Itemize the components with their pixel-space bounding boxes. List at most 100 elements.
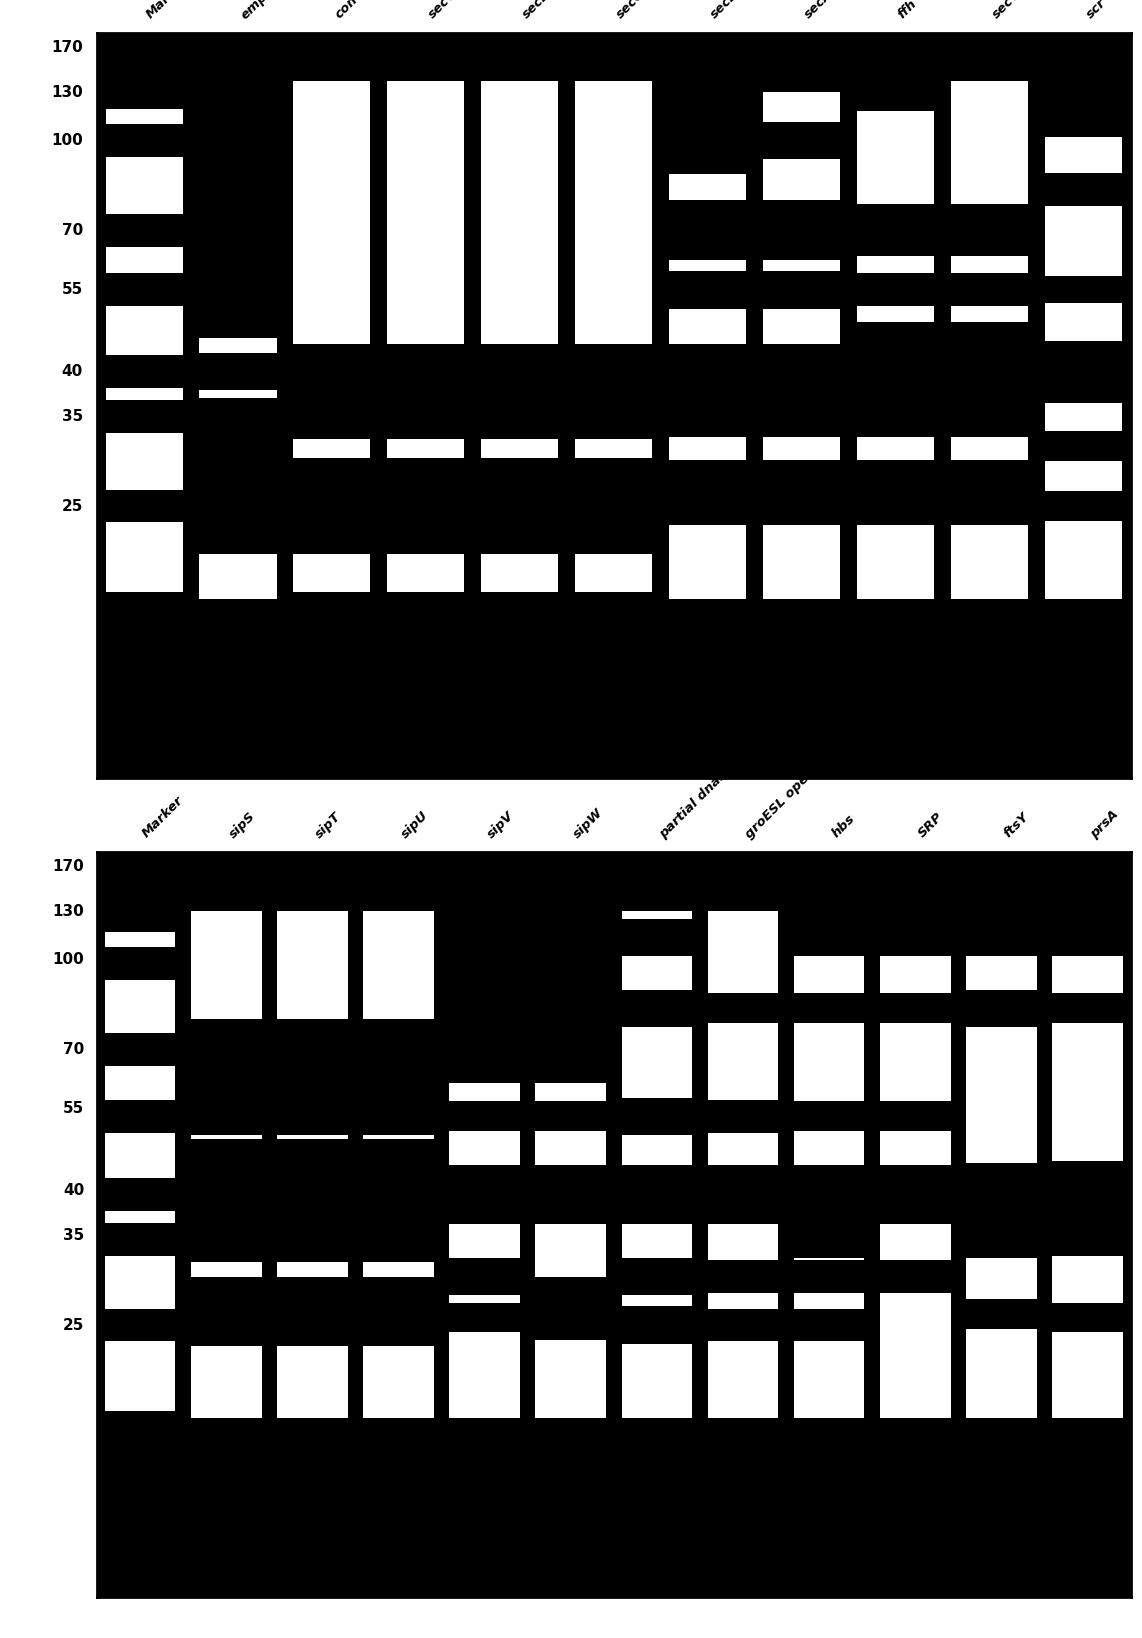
Bar — [200, 383, 276, 600]
Bar — [481, 518, 558, 554]
Text: 130: 130 — [51, 85, 83, 100]
Bar — [278, 1138, 347, 1176]
Text: secY: secY — [426, 0, 459, 21]
Bar — [363, 1097, 434, 1135]
Bar — [669, 396, 747, 437]
Bar — [621, 1097, 692, 1135]
Text: control: control — [332, 0, 378, 21]
Bar — [708, 993, 779, 1024]
Text: 35: 35 — [62, 410, 83, 424]
Bar — [191, 1163, 262, 1225]
Bar — [536, 1276, 606, 1314]
Bar — [387, 518, 465, 554]
Bar — [200, 488, 276, 524]
Text: Marker: Marker — [140, 794, 186, 840]
Text: 170: 170 — [51, 41, 83, 56]
Bar — [1052, 1224, 1123, 1256]
Bar — [1045, 431, 1123, 462]
Bar — [278, 1163, 347, 1225]
Bar — [449, 1101, 520, 1132]
Bar — [951, 344, 1028, 400]
Text: sipS: sipS — [226, 809, 258, 840]
Bar — [387, 457, 465, 495]
Bar — [536, 1165, 606, 1225]
Bar — [708, 911, 779, 1419]
Bar — [449, 1083, 520, 1419]
Bar — [293, 485, 370, 527]
Bar — [951, 396, 1028, 437]
Bar — [858, 488, 934, 524]
Bar — [1045, 174, 1123, 206]
Bar — [278, 911, 347, 1419]
Text: secA: secA — [802, 0, 836, 21]
Bar — [363, 1065, 434, 1101]
Text: 25: 25 — [63, 1317, 85, 1333]
Bar — [1045, 491, 1123, 521]
Bar — [191, 911, 262, 1419]
Bar — [105, 31, 183, 64]
Bar — [191, 1019, 262, 1079]
Bar — [387, 344, 465, 400]
Bar — [278, 1065, 347, 1101]
Bar — [576, 518, 652, 554]
Text: 100: 100 — [53, 952, 85, 968]
Bar — [951, 48, 1028, 600]
Bar — [105, 899, 176, 932]
Bar — [794, 1220, 864, 1258]
Bar — [363, 911, 434, 1419]
Text: sipW: sipW — [571, 806, 605, 840]
Bar — [105, 75, 183, 108]
Bar — [858, 344, 934, 400]
Text: ftsY: ftsY — [1002, 811, 1031, 840]
Text: secE: secE — [520, 0, 553, 21]
Bar — [278, 1276, 347, 1314]
Bar — [363, 1304, 434, 1346]
Bar — [858, 396, 934, 437]
Bar — [858, 205, 934, 256]
Bar — [576, 457, 652, 495]
Bar — [1052, 957, 1123, 1419]
Bar — [481, 33, 558, 591]
Bar — [387, 395, 465, 439]
Bar — [763, 92, 841, 600]
Text: partial dnaK: partial dnaK — [657, 767, 731, 840]
Bar — [621, 919, 692, 957]
Text: secDF: secDF — [708, 0, 749, 21]
Bar — [708, 1165, 779, 1225]
Bar — [880, 993, 950, 1024]
Bar — [621, 1165, 692, 1225]
Bar — [951, 274, 1028, 306]
Text: secG: secG — [614, 0, 649, 21]
Bar — [1045, 138, 1123, 600]
Bar — [858, 74, 934, 111]
Bar — [576, 33, 652, 591]
Bar — [951, 460, 1028, 493]
Bar — [669, 460, 747, 493]
Text: Marker: Marker — [144, 0, 191, 21]
Bar — [1045, 341, 1123, 403]
Text: 25: 25 — [62, 498, 83, 514]
Bar — [966, 1220, 1037, 1258]
Bar — [621, 989, 692, 1027]
Bar — [669, 344, 747, 400]
Bar — [576, 485, 652, 527]
Bar — [481, 344, 558, 400]
Bar — [293, 344, 370, 400]
Bar — [293, 33, 370, 591]
Bar — [105, 1224, 176, 1256]
Bar — [794, 993, 864, 1024]
Bar — [481, 457, 558, 495]
Bar — [200, 398, 276, 436]
Bar — [858, 460, 934, 493]
Bar — [536, 1310, 606, 1340]
Bar — [669, 488, 747, 524]
Bar — [763, 396, 841, 437]
Bar — [105, 33, 183, 591]
Bar — [363, 1217, 434, 1261]
Bar — [191, 1217, 262, 1261]
Text: prsA: prsA — [1087, 808, 1120, 840]
Bar — [708, 1260, 779, 1292]
Bar — [105, 1178, 176, 1210]
Bar — [387, 33, 465, 591]
Bar — [105, 852, 176, 1410]
